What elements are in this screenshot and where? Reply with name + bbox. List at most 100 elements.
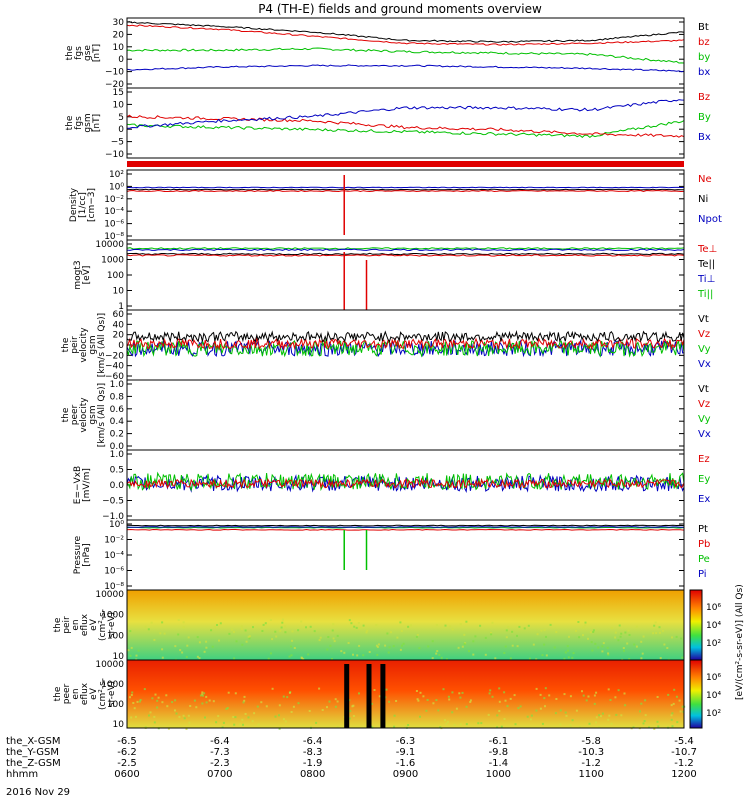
y-tick-label: 10 [113, 652, 125, 662]
legend-entry: Ne [698, 174, 712, 185]
panel-fgs_gse: thefgsgse[nT] 30 20 10 0 −10 −20 Bt bz by bx [65, 18, 710, 90]
series-Ez [126, 477, 685, 490]
panel-ylabel: thefgsgsm[nT] [65, 113, 102, 132]
legend-entry: Ez [698, 454, 710, 465]
panel-fgs_gsm: thefgsgsm[nT] 15 10 5 0 −5 −10 Bz By Bx [65, 88, 711, 160]
panel-ylabel: thepeirvelocitygsm[km/s (All Qs)] [61, 313, 107, 377]
y-tick-label: 1000 [101, 680, 124, 690]
y-tick-label: 0.6 [110, 405, 125, 415]
y-tick-label: 10⁻⁶ [104, 220, 124, 230]
date-label: 2016 Nov 29 [6, 787, 70, 798]
y-tick-label: 0 [118, 341, 124, 351]
legend-entry: Ti|| [697, 289, 713, 300]
y-tick-label: 10 [113, 720, 125, 730]
y-tick-label: 0.4 [110, 417, 125, 427]
xaxis-value: -1.4 [489, 758, 509, 769]
legend-entry: Vz [698, 329, 710, 340]
series-Pi [126, 526, 685, 528]
y-tick-label: 10 [113, 100, 125, 110]
series-Te-perp [126, 254, 685, 257]
legend-entry: Npot [698, 214, 722, 225]
y-tick-label: 15 [113, 88, 124, 98]
y-tick-label: 10⁻² [104, 195, 124, 205]
series-bx [126, 64, 685, 73]
y-tick-label: 100 [107, 271, 124, 281]
series-Bt [126, 21, 685, 43]
y-tick-label: 0.0 [110, 442, 125, 452]
legend-entry: By [698, 112, 711, 123]
panel-ylabel: Density[1/cc][cm−3] [69, 187, 97, 222]
y-tick-label: 0 [118, 55, 124, 65]
plot-title: P4 (TH-E) fields and ground moments over… [258, 2, 542, 16]
y-tick-label: −20 [105, 80, 124, 90]
xaxis-value: -2.5 [117, 758, 137, 769]
series-Ti-perp [126, 248, 685, 252]
y-tick-label: 1.0 [110, 450, 125, 460]
xaxis-value: 0900 [393, 769, 418, 780]
xaxis-value: -6.4 [210, 736, 230, 747]
xaxis-value: -6.4 [303, 736, 323, 747]
colorbar-tick: 10⁴ [706, 691, 721, 701]
legend-entry: Vy [698, 344, 711, 355]
series-Npot [127, 186, 685, 189]
panel-ylabel: thepeirenefluxeV(cm²-s-sr-eV) [53, 609, 117, 641]
y-tick-label: 20 [113, 331, 125, 341]
panel-ylabel: mogt3[eV] [73, 260, 92, 289]
xaxis-value: 0700 [207, 769, 232, 780]
y-tick-label: 0.5 [110, 466, 124, 476]
panel-ylabel: thepeerenefluxeV(cm²-s-sr-eV) [53, 678, 117, 710]
y-tick-label: 10⁻⁶ [104, 567, 124, 577]
panel-density: Density[1/cc][cm−3] 10² 10⁰ 10⁻² 10⁻⁴ 10⁻⁶ 10⁻… [69, 170, 722, 242]
colorbar [689, 659, 703, 729]
panel-peir_velocity: thepeirvelocitygsm[km/s (All Qs)] 6040200… [61, 310, 711, 382]
xaxis-value: -1.9 [303, 758, 323, 769]
y-tick-label: 20 [113, 30, 125, 40]
panel-peer_velocity: thepeervelocitygsm[km/s (All Qs)] 1.0 0.8 0… [61, 380, 711, 452]
y-tick-label: −0.5 [102, 497, 124, 507]
y-tick-label: 10² [109, 170, 124, 180]
legend-entry: Bz [698, 92, 710, 103]
colorbar-tick: 10² [706, 709, 721, 719]
quality-flag-bar [127, 161, 684, 167]
legend-entry: Bt [698, 22, 709, 33]
y-tick-label: 10 [113, 43, 125, 53]
xaxis-value: -1.6 [396, 758, 416, 769]
colorbar-tick: 10² [706, 639, 721, 649]
series-Te-par [126, 252, 685, 256]
y-tick-label: 40 [113, 320, 125, 330]
xaxis-value: -6.3 [396, 736, 416, 747]
y-tick-label: 100 [107, 631, 124, 641]
series-Bz [126, 114, 685, 138]
y-tick-label: 0.2 [110, 430, 124, 440]
legend-entry: Ex [698, 494, 710, 505]
y-tick-label: 30 [113, 18, 125, 28]
y-tick-label: −5 [111, 138, 124, 148]
legend-entry: Vz [698, 399, 710, 410]
panel-ylabel: thepeervelocitygsm[km/s (All Qs)] [61, 383, 107, 447]
series-Ti-par [126, 247, 685, 250]
y-tick-label: 100 [107, 700, 124, 710]
xaxis-row-label: the_Y-GSM [6, 747, 59, 758]
y-tick-label: 10000 [95, 660, 124, 670]
series-Vy [126, 338, 685, 358]
panel-peir_en_eflux: thepeirenefluxeV(cm²-s-sr-eV) 10000 1000 10… [53, 590, 684, 662]
y-tick-label: −10 [105, 68, 124, 78]
series-Pb [126, 528, 685, 531]
legend-entry: Ti⊥ [697, 274, 715, 285]
xaxis-value: -6.5 [117, 736, 137, 747]
y-tick-label: −40 [105, 362, 124, 372]
xaxis-value: -5.8 [581, 736, 601, 747]
series-Vz [126, 336, 685, 351]
xaxis-value: -7.3 [210, 747, 230, 758]
series-Ne [126, 189, 685, 193]
legend-entry: Pt [698, 524, 708, 535]
series-Ni [126, 188, 685, 191]
colorbar-tick: 10⁶ [706, 603, 721, 613]
legend-entry: Pb [698, 539, 710, 550]
y-tick-label: 10000 [95, 590, 124, 600]
xaxis-value: 1200 [671, 769, 696, 780]
series-bz [126, 24, 685, 46]
panel-ylabel: thefgsgse[nT] [65, 44, 102, 62]
xaxis-value: -10.3 [578, 747, 604, 758]
